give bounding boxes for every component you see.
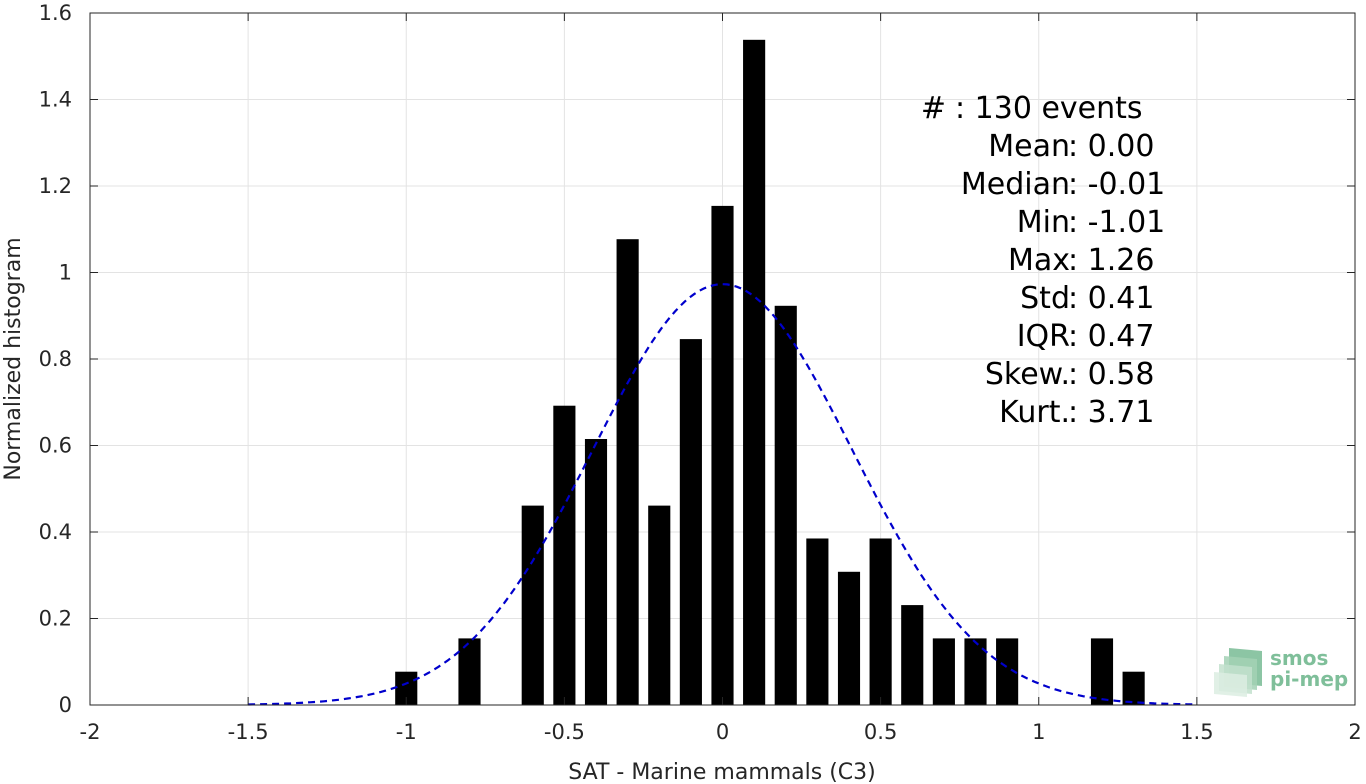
x-tick-label: -0.5 — [544, 720, 585, 744]
histogram-bar — [837, 571, 861, 705]
y-tick-label: 0.8 — [39, 347, 72, 371]
stat-value: : -0.01 — [1068, 167, 1165, 202]
stat-label: Median — [961, 167, 1070, 202]
stat-label: Max — [1008, 243, 1070, 278]
histogram-bar — [711, 205, 734, 705]
histogram-bar — [743, 39, 766, 705]
x-tick-label: 1 — [1032, 720, 1045, 744]
histogram-bar — [774, 305, 797, 705]
histogram-bar — [584, 439, 608, 705]
stat-value: : -1.01 — [1068, 205, 1165, 240]
y-tick-label: 0.6 — [39, 434, 72, 458]
stat-value: : 0.41 — [1068, 281, 1154, 316]
x-tick-label: 2 — [1348, 720, 1361, 744]
stat-value: : 0.00 — [1068, 129, 1154, 164]
y-tick-label: 1 — [59, 261, 72, 285]
stat-label: Std — [1020, 281, 1070, 316]
smos-pimep-logo: smos pi-mep — [1214, 646, 1348, 697]
stat-value: : 130 events — [955, 91, 1143, 126]
logo-layers-icon — [1214, 648, 1262, 697]
x-axis-label: SAT - Marine mammals (C3) — [568, 760, 876, 784]
stat-value: : 0.47 — [1068, 319, 1154, 354]
x-tick-label: -1.5 — [228, 720, 269, 744]
y-tick-label: 0 — [59, 693, 72, 717]
y-tick-label: 0.4 — [39, 520, 72, 544]
y-tick-labels: 0 0.2 0.4 0.6 0.8 1 1.2 1.4 1.6 — [39, 1, 72, 717]
x-tick-labels: -2 -1.5 -1 -0.5 0 0.5 1 1.5 2 — [80, 720, 1362, 744]
histogram-bar — [806, 538, 829, 705]
histogram-bar — [964, 638, 987, 705]
x-tick-label: -2 — [80, 720, 101, 744]
y-tick-label: 1.2 — [39, 174, 72, 198]
histogram-bar — [458, 638, 481, 705]
axis-ticks — [89, 12, 1356, 706]
normal-fit-curve — [248, 283, 1197, 706]
histogram-bar — [869, 538, 892, 705]
stat-label: Mean — [988, 129, 1070, 164]
histogram-bar — [679, 339, 702, 705]
stat-label: Min — [1017, 205, 1070, 240]
logo-text-pimep: pi-mep — [1270, 667, 1348, 691]
stat-label: # — [921, 91, 946, 126]
x-tick-label: 1.5 — [1180, 720, 1213, 744]
y-tick-label: 0.2 — [39, 607, 72, 631]
stat-value: : 3.71 — [1068, 395, 1154, 430]
y-tick-label: 1.4 — [39, 88, 72, 112]
histogram-bar — [932, 638, 955, 705]
x-tick-label: 0.5 — [864, 720, 897, 744]
histogram-bar — [616, 239, 639, 705]
stat-value: : 1.26 — [1068, 243, 1154, 278]
histogram-bar — [521, 505, 544, 705]
histogram-bar — [395, 671, 418, 705]
y-tick-label: 1.6 — [39, 1, 72, 25]
x-tick-label: -1 — [396, 720, 417, 744]
histogram-bar — [996, 638, 1019, 705]
histogram-bar — [553, 405, 576, 705]
stat-label: IQR — [1017, 319, 1070, 354]
histogram-bar — [1122, 671, 1145, 705]
y-axis-label: Normalized histogram — [1, 237, 26, 480]
histogram-bar — [648, 505, 671, 705]
stat-label: Skew. — [985, 357, 1070, 392]
stat-label: Kurt. — [999, 395, 1070, 430]
histogram-bars — [395, 39, 1145, 705]
histogram-bar — [901, 605, 924, 705]
logo-text-smos: smos — [1270, 646, 1328, 670]
stat-value: : 0.58 — [1068, 357, 1154, 392]
histogram-bar — [1090, 638, 1114, 705]
x-tick-label: 0 — [716, 720, 729, 744]
